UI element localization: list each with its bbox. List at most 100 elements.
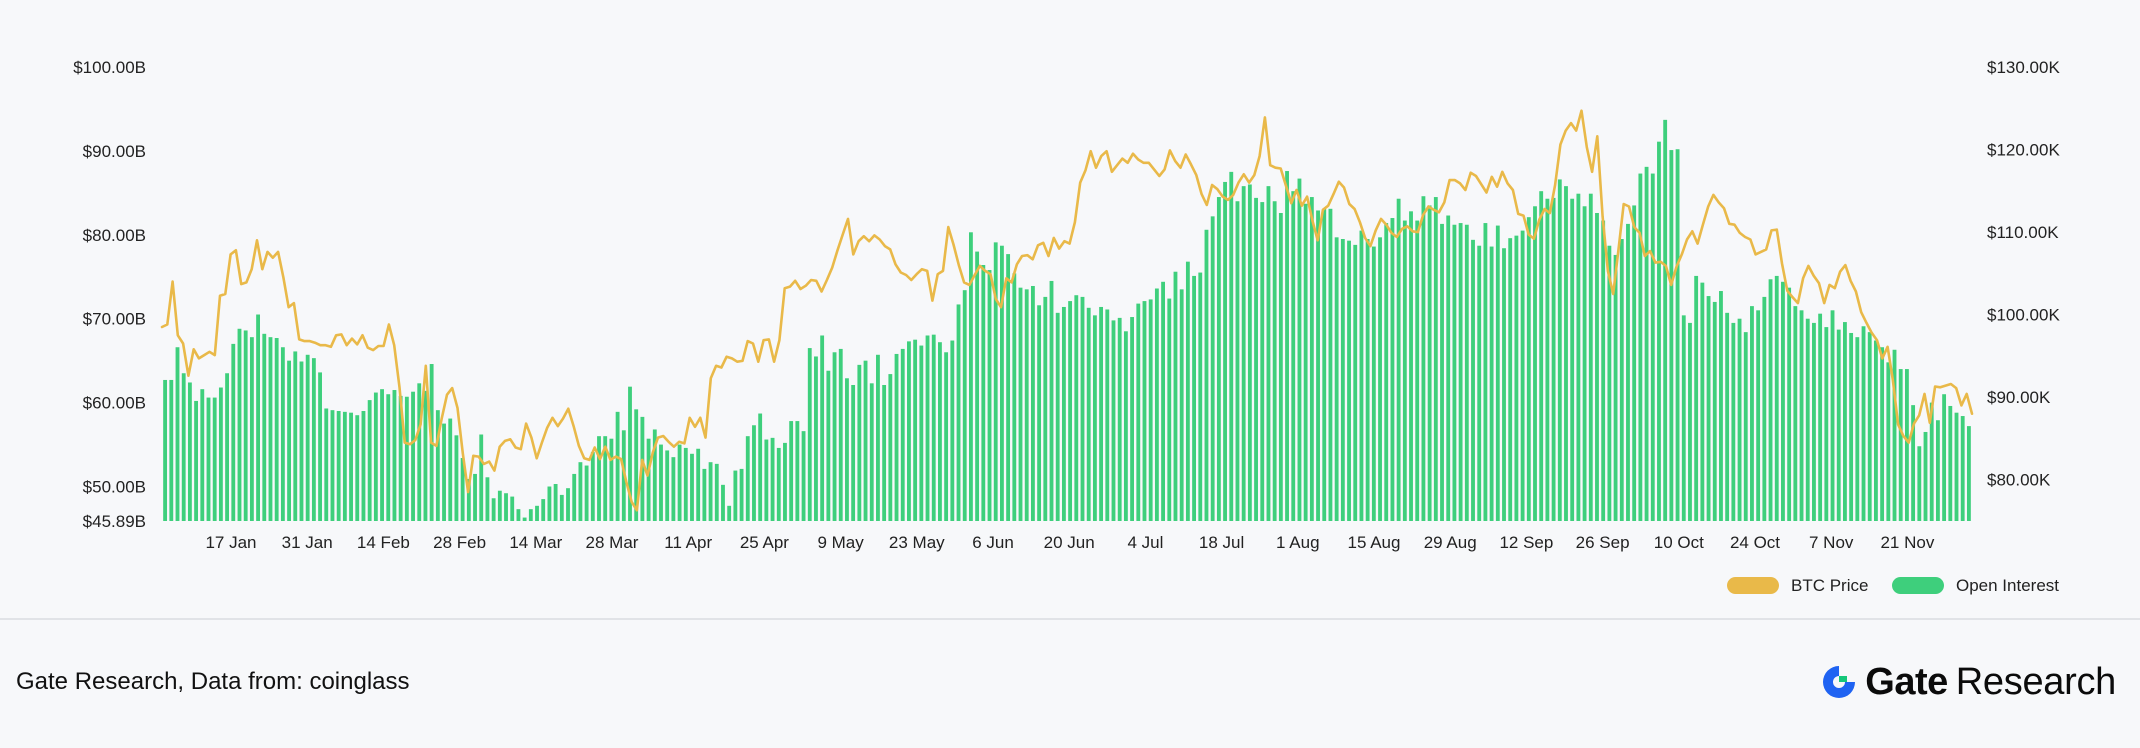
- open-interest-bar: [1644, 166, 1649, 521]
- source-credit: Gate Research, Data from: coinglass: [16, 668, 410, 695]
- open-interest-bar: [516, 509, 521, 521]
- open-interest-bar: [584, 465, 589, 521]
- legend-swatch-open-interest: [1892, 577, 1944, 594]
- open-interest-bar: [1254, 197, 1258, 522]
- open-interest-bar: [907, 341, 911, 521]
- x-axis-ticks: 17 Jan 31 Jan 14 Feb 28 Feb 14 Mar 28 Mar 11 A…: [205, 533, 1934, 552]
- brand-name: Gate: [1865, 660, 1948, 703]
- open-interest-bar: [330, 410, 335, 521]
- open-interest-bar: [1055, 312, 1060, 521]
- open-interest-bar: [1080, 296, 1085, 521]
- open-interest-bar: [1861, 326, 1866, 521]
- open-interest-bar: [1545, 198, 1550, 521]
- right-tick-label: $120.00K: [1987, 141, 2060, 160]
- open-interest-bar: [318, 372, 322, 521]
- open-interest-bar: [1570, 198, 1575, 521]
- open-interest-bar: [1024, 289, 1029, 521]
- open-interest-bar: [1576, 193, 1581, 521]
- open-interest-bar: [597, 436, 601, 521]
- open-interest-bar: [975, 251, 980, 521]
- open-interest-bar: [1849, 332, 1854, 521]
- open-interest-bar: [1830, 310, 1835, 521]
- open-interest-bar: [659, 444, 663, 521]
- open-interest-bar: [1303, 203, 1308, 521]
- open-interest-bar: [1954, 412, 1959, 521]
- open-interest-bar: [1898, 369, 1903, 521]
- open-interest-bar: [1595, 212, 1599, 521]
- open-interest-bar: [615, 411, 620, 521]
- open-interest-bar: [1551, 197, 1556, 522]
- open-interest-bar: [894, 353, 899, 521]
- open-interest-bar: [1669, 150, 1674, 521]
- open-interest-bar: [1452, 224, 1457, 521]
- open-interest-bar: [392, 390, 397, 521]
- open-interest-bar: [485, 477, 490, 521]
- right-tick-label: $80.00K: [1987, 471, 2051, 490]
- open-interest-bar: [566, 488, 570, 521]
- left-tick-label: $60.00B: [83, 394, 146, 413]
- open-interest-bar: [739, 468, 744, 521]
- open-interest-bar: [1099, 306, 1104, 521]
- open-interest-bar: [820, 335, 825, 521]
- open-interest-bar: [801, 431, 806, 521]
- open-interest-bar: [1880, 347, 1885, 521]
- open-interest-bar: [1427, 205, 1432, 521]
- open-interest-bar: [950, 340, 955, 521]
- x-tick-label: 17 Jan: [205, 533, 256, 552]
- open-interest-bar: [553, 483, 558, 521]
- open-interest-bar: [863, 360, 868, 521]
- open-interest-bar: [355, 415, 360, 521]
- open-interest-bar: [882, 384, 887, 521]
- open-interest-bar: [349, 412, 353, 521]
- open-interest-bar: [1440, 223, 1444, 521]
- open-interest-bar: [1371, 246, 1376, 521]
- open-interest-bar: [764, 439, 769, 521]
- open-interest-bar: [1068, 301, 1073, 521]
- open-interest-bar: [1892, 349, 1897, 521]
- open-interest-bar: [962, 290, 967, 521]
- open-interest-bar: [1415, 220, 1420, 521]
- open-interest-bar: [1464, 224, 1469, 521]
- btc-price-line-layer: [160, 109, 1974, 512]
- open-interest-bar: [473, 473, 477, 521]
- open-interest-bar: [1179, 289, 1184, 521]
- open-interest-bar: [1322, 208, 1327, 522]
- right-axis-ticks: $130.00K $120.00K $110.00K $100.00K $90.00K $…: [1987, 58, 2060, 490]
- open-interest-bar: [1818, 313, 1823, 521]
- open-interest-bar: [1347, 240, 1351, 521]
- open-interest-bar: [200, 389, 205, 521]
- open-interest-bar: [541, 499, 546, 521]
- open-interest-bar: [1167, 298, 1172, 521]
- open-interest-bars: [163, 119, 1971, 522]
- open-interest-bar: [262, 333, 267, 521]
- open-interest-bar: [1235, 201, 1240, 521]
- chart-area: $100.00B $90.00B $80.00B $70.00B $60.00B $50.…: [73, 58, 2060, 595]
- open-interest-bar: [968, 232, 973, 521]
- open-interest-bar: [1619, 239, 1624, 522]
- open-interest-bar: [1105, 309, 1110, 521]
- open-interest-bar: [1533, 206, 1537, 522]
- open-interest-bar: [1477, 245, 1482, 521]
- open-interest-bar: [1520, 230, 1525, 522]
- right-tick-label: $90.00K: [1987, 388, 2051, 407]
- open-interest-bar: [1483, 223, 1488, 521]
- open-interest-bar: [938, 342, 942, 521]
- open-interest-bar: [169, 379, 174, 521]
- open-interest-bar: [900, 348, 905, 521]
- open-interest-bar: [522, 517, 527, 521]
- open-interest-bar: [324, 408, 329, 521]
- right-tick-label: $130.00K: [1987, 58, 2060, 77]
- open-interest-bar: [1942, 394, 1947, 521]
- left-tick-label: $70.00B: [83, 310, 146, 329]
- open-interest-bar: [1731, 322, 1736, 521]
- open-interest-bar: [1130, 317, 1135, 521]
- open-interest-bar: [1694, 275, 1699, 521]
- open-interest-bar: [683, 447, 688, 521]
- open-interest-bar: [231, 343, 236, 521]
- open-interest-bar: [1272, 201, 1277, 521]
- open-interest-bar: [1638, 173, 1643, 521]
- open-interest-bar: [311, 358, 316, 521]
- open-interest-bar: [1402, 220, 1407, 521]
- open-interest-bar: [1750, 306, 1754, 521]
- open-interest-bar: [1117, 317, 1122, 521]
